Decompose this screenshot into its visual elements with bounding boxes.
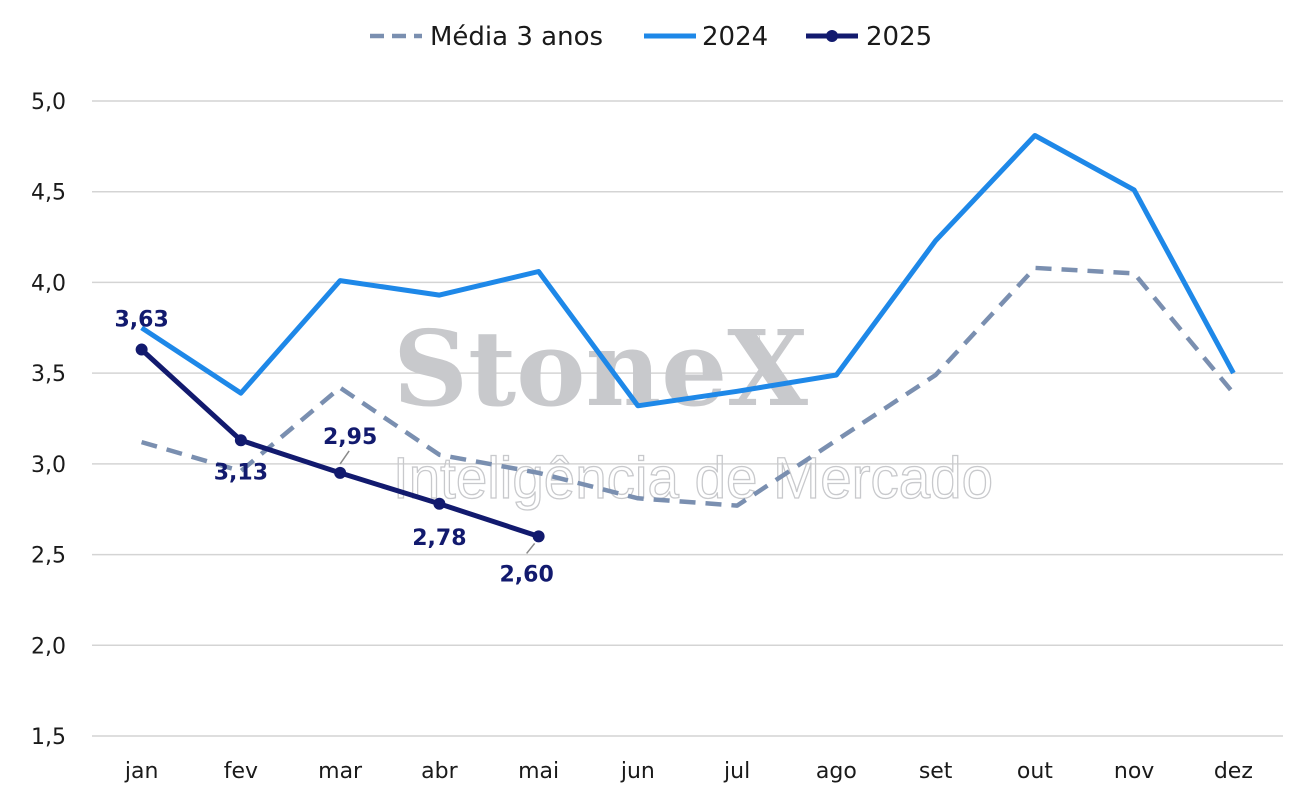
series-point	[135, 343, 148, 356]
series-point	[234, 434, 247, 447]
data-label: 3,13	[214, 460, 268, 485]
y-tick-label: 1,5	[31, 725, 66, 750]
y-tick-label: 3,5	[31, 362, 66, 387]
y-tick-label: 4,5	[31, 181, 66, 206]
x-tick-label: abr	[421, 759, 458, 784]
series-point	[433, 497, 446, 510]
x-tick-label: out	[1017, 759, 1053, 784]
gridlines	[92, 100, 1283, 737]
x-tick-label: ago	[816, 759, 857, 784]
legend: Média 3 anos 2024 2025	[370, 22, 932, 52]
x-tick-label: nov	[1114, 759, 1154, 784]
y-tick-label: 5,0	[31, 90, 66, 115]
x-tick-label: mar	[318, 759, 363, 784]
x-tick-label: set	[919, 759, 953, 784]
x-tick-label: jul	[723, 759, 750, 784]
series-line	[140, 265, 1236, 508]
series-line	[140, 133, 1236, 409]
y-tick-label: 4,0	[31, 271, 66, 296]
data-labels: 3,63 3,13 2,95 2,78 2,60	[114, 308, 553, 588]
y-tick-label: 3,0	[31, 453, 66, 478]
x-tick-label: mai	[518, 759, 559, 784]
data-label: 2,95	[323, 425, 377, 450]
series-point	[532, 530, 545, 543]
label-leader-line	[339, 450, 350, 465]
data-label: 2,78	[412, 526, 466, 551]
legend-marker	[826, 30, 838, 42]
x-axis: jan fev mar abr mai jun jul ago set out nov dez	[124, 759, 1253, 784]
series-point	[334, 466, 347, 479]
x-tick-label: dez	[1214, 759, 1253, 784]
label-leader-line	[526, 542, 536, 554]
data-label: 2,60	[499, 562, 553, 587]
legend-label: 2024	[702, 22, 768, 52]
y-tick-label: 2,5	[31, 544, 66, 569]
x-tick-label: fev	[224, 759, 258, 784]
y-tick-label: 2,0	[31, 634, 66, 659]
y-axis: 1,5 2,0 2,5 3,0 3,5 4,0 4,5 5,0	[31, 90, 66, 750]
x-tick-label: jan	[124, 759, 159, 784]
x-tick-label: jun	[620, 759, 655, 784]
legend-label: 2025	[866, 22, 932, 52]
watermark-registered-mark: ®	[748, 331, 762, 347]
data-label: 3,63	[114, 308, 168, 333]
watermark: StoneX ® Inteligência de Mercado	[392, 307, 993, 512]
legend-label: Média 3 anos	[430, 22, 603, 52]
series-group	[135, 133, 1236, 543]
watermark-logo: StoneX	[393, 307, 808, 430]
